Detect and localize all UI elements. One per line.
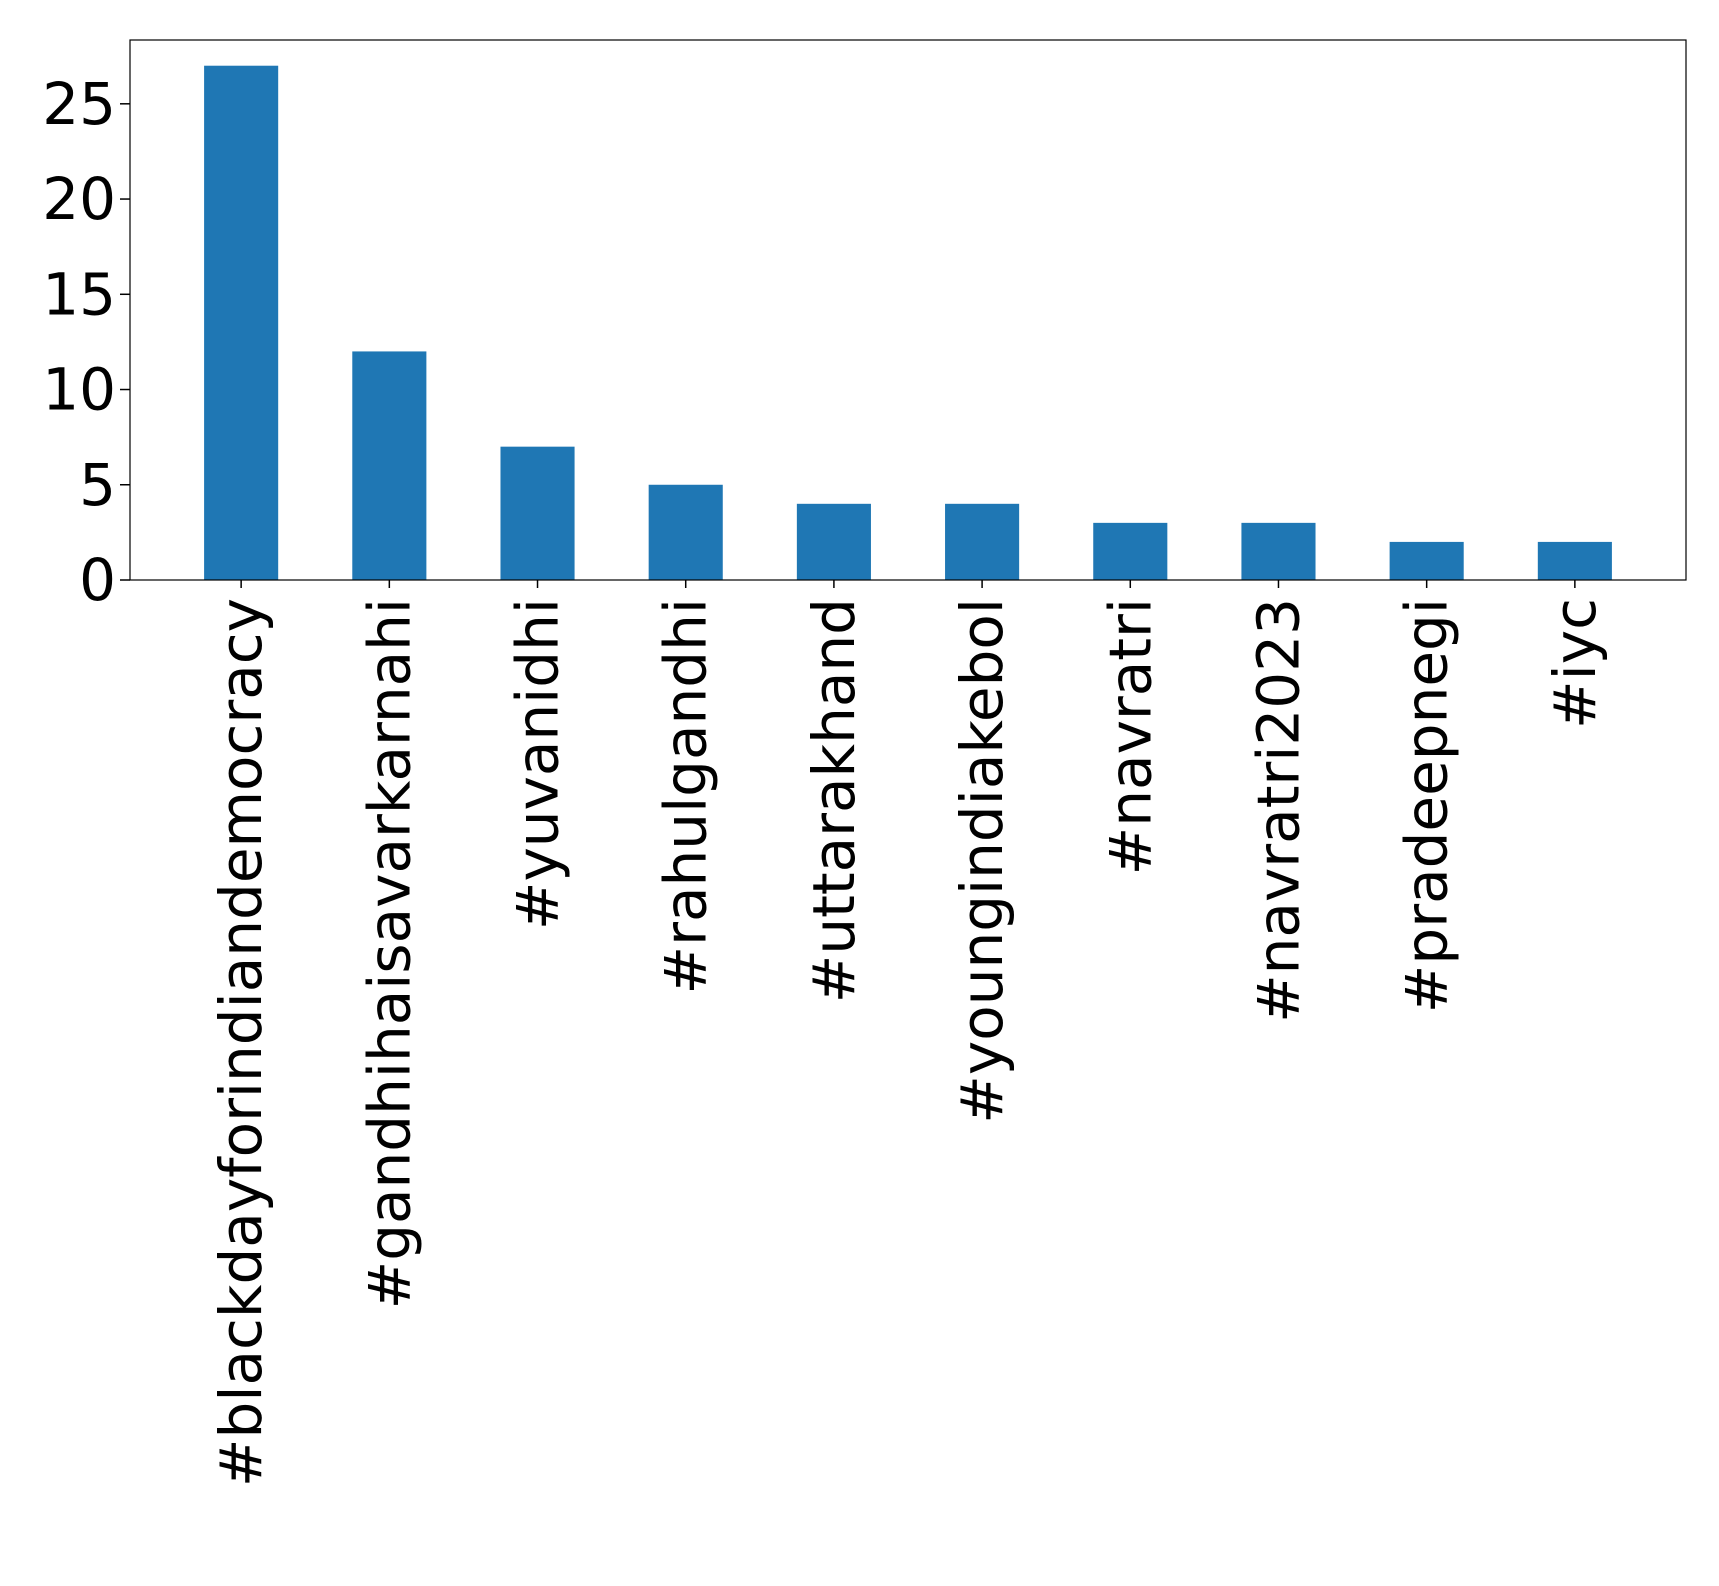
plot-frame	[129, 39, 1687, 581]
x-tick-label: #yuvanidhi	[504, 598, 572, 930]
y-tick-label: 10	[42, 356, 116, 424]
x-tick-label: #blackdayforindiandemocracy	[207, 598, 275, 1487]
bars-group	[204, 65, 1612, 580]
x-tick-label: #pradeepnegi	[1393, 598, 1461, 1013]
x-tick-label: #navratri	[1096, 598, 1164, 875]
x-tick-label: #youngindiakebol	[948, 598, 1016, 1124]
y-tick-label: 0	[79, 546, 116, 614]
x-tick-label: #navratri2023	[1244, 598, 1312, 1023]
x-tick-label: #rahulgandhi	[652, 598, 720, 994]
y-tick-label: 25	[42, 70, 116, 138]
y-tick-label: 20	[42, 165, 116, 233]
x-tick-label: #gandhihaisavarkarnahi	[355, 598, 423, 1309]
y-axis: 0 5 10 15 20 25	[42, 70, 130, 614]
bar-yuvanidhi	[500, 446, 575, 580]
y-tick-label: 5	[79, 451, 116, 519]
bar-youngindiakebol	[945, 503, 1020, 580]
y-tick-label: 15	[42, 260, 116, 328]
bar-rahulgandhi	[648, 484, 723, 580]
bar-blackdayforindiandemocracy	[204, 65, 279, 580]
bar-navratri2023	[1241, 522, 1316, 580]
bar-navratri	[1093, 522, 1168, 580]
x-tick-label: #uttarakhand	[800, 598, 868, 1003]
x-axis: #blackdayforindiandemocracy #gandhihaisav…	[207, 580, 1609, 1487]
bar-uttarakhand	[796, 503, 871, 580]
x-tick-label: #iyc	[1541, 598, 1609, 729]
bar-pradeepnegi	[1389, 541, 1464, 580]
bar-gandhihaisavarkarnahi	[352, 351, 427, 580]
bar-iyc	[1537, 541, 1612, 580]
